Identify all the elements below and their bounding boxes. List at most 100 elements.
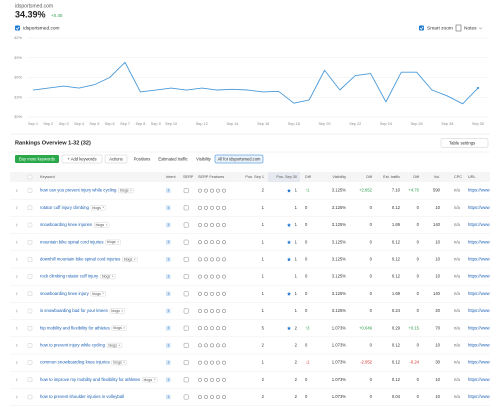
tab[interactable]: [154, 155, 192, 163]
tab-label[interactable]: Visibility: [196, 156, 212, 161]
notes-icon[interactable]: [455, 24, 462, 32]
keyword[interactable]: mountain bike spinal cord injuries: [40, 239, 104, 244]
expand-arrow[interactable]: [15, 326, 18, 330]
button[interactable]: [15, 155, 59, 163]
expand-arrow[interactable]: [15, 292, 18, 296]
expand-arrow[interactable]: [15, 206, 18, 210]
row-checkbox[interactable]: [27, 222, 33, 228]
row-checkbox[interactable]: [27, 188, 33, 193]
tab-label[interactable]: Estimated traffic: [158, 156, 187, 161]
serp-feature-icon: [222, 360, 226, 365]
tag: blogs: [124, 257, 133, 261]
serp-feature-icon: [198, 377, 202, 382]
keyword[interactable]: snowboarding knee injuries: [40, 222, 92, 227]
serp-feature-icon: [216, 274, 220, 279]
column-header: Pos. Sep 30: [276, 175, 297, 179]
intent-badge: [166, 325, 171, 331]
cell[interactable]: https://www: [468, 291, 491, 296]
row-checkbox[interactable]: [27, 257, 33, 262]
keyword[interactable]: downhill mountain bike spinal cord injur…: [40, 257, 120, 262]
cell[interactable]: https://www: [468, 222, 491, 227]
section-title: Rankings Overview 1-32 (32): [15, 140, 91, 146]
row-checkbox[interactable]: [27, 274, 33, 279]
keyword[interactable]: how to prevent injury while cycling: [40, 343, 106, 348]
button[interactable]: [61, 154, 103, 164]
cell[interactable]: https://www: [468, 325, 491, 330]
keyword[interactable]: rotator cuff injury climbing: [40, 205, 89, 210]
cell: 0: [417, 343, 420, 348]
row-checkbox[interactable]: [27, 343, 33, 348]
row-checkbox[interactable]: [27, 394, 33, 400]
serp-feature-icon: [210, 326, 214, 331]
cell[interactable]: https://www: [468, 360, 491, 365]
cell[interactable]: https://www: [468, 205, 491, 210]
x-tick-label: Sep 6: [105, 122, 115, 126]
featured-star: [287, 291, 291, 296]
serp-icon: [183, 394, 189, 400]
cell: 0: [417, 257, 420, 262]
intent-badge: [166, 257, 171, 262]
tab[interactable]: [193, 155, 214, 163]
keyword[interactable]: rock climbing rotator cuff injury: [40, 274, 99, 279]
cell[interactable]: https://www: [468, 188, 491, 193]
button-label[interactable]: Actions: [109, 156, 122, 161]
expand-arrow[interactable]: [15, 361, 18, 365]
cell[interactable]: https://www: [468, 377, 491, 382]
button[interactable]: [104, 154, 128, 164]
keyword[interactable]: how to prevent shoulder injuries in voll…: [40, 394, 124, 399]
cell[interactable]: https://www: [468, 343, 491, 348]
x-tick-label: Sep 9: [151, 122, 161, 126]
tab[interactable]: [131, 155, 153, 163]
column-header: Diff: [366, 175, 373, 179]
notes-button[interactable]: Notes: [464, 25, 477, 31]
expand-arrow[interactable]: [15, 309, 18, 313]
row-checkbox[interactable]: [27, 205, 33, 211]
cell: 0.12: [392, 257, 401, 262]
cell[interactable]: https://www: [468, 394, 491, 399]
cell[interactable]: https://www: [468, 274, 491, 279]
keyword[interactable]: how can you prevent injury while cycling: [40, 188, 117, 193]
keyword[interactable]: is snowboarding bad for your knees: [40, 308, 108, 313]
column-header: Intent: [166, 175, 176, 179]
keyword[interactable]: snowboarding knee injury: [40, 291, 90, 296]
cell: n/a: [454, 377, 460, 382]
cell: 3.125%: [332, 239, 346, 244]
row-checkbox[interactable]: [27, 326, 33, 331]
expand-arrow[interactable]: [15, 378, 18, 382]
button-label[interactable]: Buy more keywords: [19, 156, 55, 161]
expand-arrow[interactable]: [15, 395, 18, 399]
cell: n/a: [454, 343, 460, 348]
intent: I: [168, 240, 169, 244]
keyword[interactable]: how to improve my mobility and flexibili…: [40, 377, 140, 382]
row-checkbox[interactable]: [27, 308, 33, 314]
table-settings-label[interactable]: Table settings: [449, 140, 475, 145]
tag-chip: [141, 377, 158, 383]
expand-arrow[interactable]: [15, 275, 18, 279]
expand-arrow[interactable]: [15, 240, 18, 244]
cell: 0: [305, 239, 308, 244]
cell[interactable]: https://www: [468, 308, 491, 313]
tag-chip: [122, 256, 138, 262]
tag-chip: [106, 342, 123, 348]
select-all[interactable]: [27, 174, 33, 180]
expand-arrow[interactable]: [15, 189, 18, 193]
serp-icon: [183, 239, 189, 245]
keyword[interactable]: common snowboarding knee injuries: [40, 360, 110, 365]
tab[interactable]: [214, 154, 264, 164]
expand-arrow[interactable]: [15, 223, 18, 227]
row-checkbox[interactable]: [27, 239, 33, 245]
table-settings-button[interactable]: [440, 138, 489, 148]
cell[interactable]: https://www: [468, 239, 491, 244]
tab-label[interactable]: All for idsportsmed.com: [218, 156, 261, 161]
keyword[interactable]: hip mobility and flexibility for athlete…: [40, 325, 110, 330]
button-label[interactable]: + Add keywords: [67, 156, 96, 161]
expand-arrow[interactable]: [15, 343, 18, 347]
row-checkbox[interactable]: [27, 291, 33, 296]
cell[interactable]: https://www: [468, 257, 491, 262]
row-checkbox[interactable]: [27, 360, 33, 365]
expand-arrow[interactable]: [15, 257, 18, 261]
row-checkbox[interactable]: [27, 377, 33, 382]
cell: 2: [295, 343, 298, 348]
tab-label[interactable]: Positions: [134, 156, 151, 161]
cell: 1.69: [392, 291, 401, 296]
